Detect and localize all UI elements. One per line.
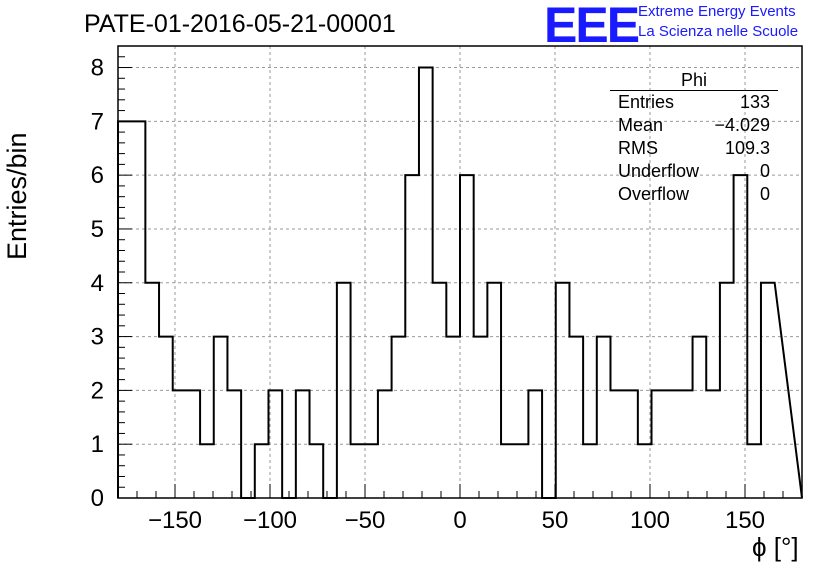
y-tick-label: 3 [91, 324, 104, 351]
stats-row-rms: RMS 109.3 [610, 137, 778, 160]
stats-row-entries: Entries 133 [610, 91, 778, 114]
x-tick-label: 50 [542, 507, 569, 534]
stats-label: RMS [618, 138, 658, 158]
histogram-bin [214, 337, 228, 498]
histogram-bin [310, 444, 324, 498]
histogram-bin [474, 337, 488, 498]
stats-value: 0 [759, 161, 770, 181]
stats-value: 0 [759, 184, 770, 204]
histogram-bin [515, 444, 529, 498]
histogram-outline [117, 66, 803, 499]
stats-label: Overflow [618, 184, 690, 204]
logo-line-1: Extreme Energy Events [638, 3, 796, 20]
stats-title: Phi [610, 70, 778, 91]
y-tick-label: 5 [91, 216, 104, 243]
y-tick-label: 1 [91, 431, 104, 458]
x-axis-label: ϕ [°] [752, 532, 799, 562]
x-tick-label: 100 [630, 507, 670, 534]
stats-row-overflow: Overflow 0 [610, 183, 778, 206]
logo-line-2: La Scienza nelle Scuole [638, 23, 799, 40]
stats-value: −4.029 [714, 115, 770, 135]
y-tick-label: 0 [91, 485, 104, 512]
y-tick-label: 2 [91, 377, 104, 404]
histogram-bin [392, 337, 406, 498]
x-tick-label: 0 [453, 507, 466, 534]
stats-label: Underflow [618, 161, 700, 181]
histogram-bin [583, 444, 597, 498]
histogram-bin [159, 337, 173, 498]
histogram-bin [597, 337, 611, 498]
histogram-bin [364, 444, 378, 498]
y-tick-label: 6 [91, 162, 104, 189]
histogram-bin [200, 444, 214, 498]
chart-title: PATE-01-2016-05-21-00001 [84, 10, 396, 38]
stats-value: 109.3 [724, 138, 770, 158]
x-tick-label: 150 [725, 507, 765, 534]
logo-caption: Extreme Energy Events La Scienza nelle S… [638, 2, 798, 42]
histogram-bin [118, 121, 132, 498]
y-tick-label: 7 [91, 108, 104, 135]
histogram-bin [747, 444, 761, 498]
stats-box: Phi Entries 133 Mean −4.029 RMS 109.3 Un… [610, 70, 778, 206]
y-tick-label: 8 [91, 55, 104, 82]
histogram-bin [638, 444, 652, 498]
stats-row-underflow: Underflow 0 [610, 160, 778, 183]
y-tick-label: 4 [91, 270, 104, 297]
stats-label: Entries [618, 92, 675, 112]
histogram-bin [446, 337, 460, 498]
x-tick-label: −50 [345, 507, 386, 534]
stats-value: 133 [739, 92, 770, 112]
stats-label: Mean [618, 115, 664, 135]
x-tick-label: −100 [243, 507, 297, 534]
x-tick-label: −150 [148, 507, 202, 534]
histogram-bin [255, 444, 269, 498]
y-axis-label: Entries/bin [2, 132, 32, 260]
histogram-bin [501, 444, 515, 498]
histogram-bin [569, 337, 583, 498]
histogram-bin [351, 444, 365, 498]
histogram-bin [296, 390, 310, 498]
eee-logo: EEE [544, 0, 640, 53]
stats-row-mean: Mean −4.029 [610, 114, 778, 137]
histogram-bin [693, 337, 707, 498]
histogram-bin [132, 121, 146, 498]
